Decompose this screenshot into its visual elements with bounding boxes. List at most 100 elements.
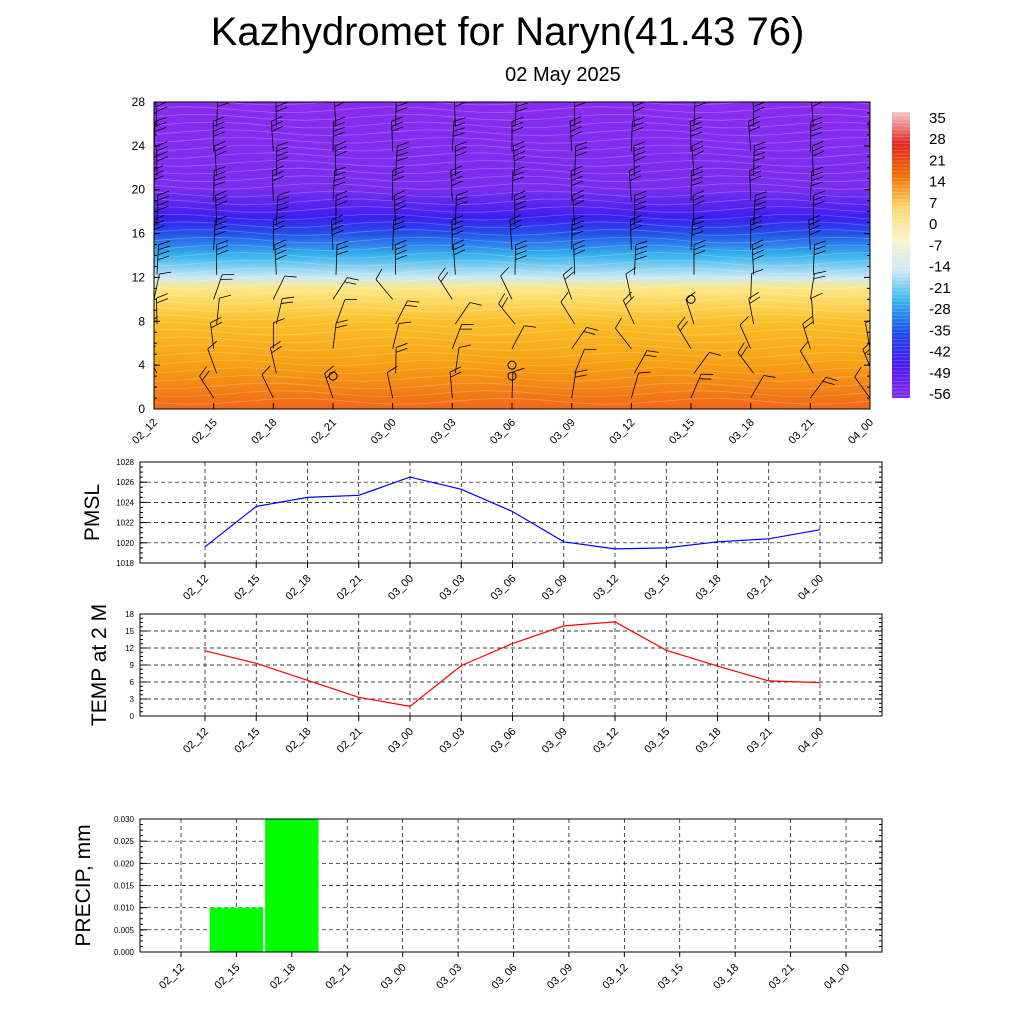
wind-barb [454, 191, 468, 226]
wind-barb [632, 102, 645, 127]
wind-barbs [154, 102, 883, 399]
wind-barb [156, 141, 169, 177]
wind-barb [454, 141, 467, 177]
wind-barb [275, 141, 289, 177]
x-tick-label: 03_12 [591, 573, 621, 603]
data-line [204, 621, 821, 708]
contour-line [154, 252, 870, 259]
colorbar-label: -28 [929, 301, 951, 318]
wind-barb [560, 292, 576, 325]
x-tick-label: 03_00 [386, 573, 416, 603]
cross-section-panel: 0 4 8 12 16 20 24 28 02_12 02_15 02_18 02_21 03_00 03… [130, 95, 883, 447]
wind-barb [154, 316, 158, 349]
contour-line [217, 102, 870, 106]
wind-barb [872, 240, 883, 274]
wind-barb [454, 344, 471, 374]
y-tick-label: 0 [138, 402, 145, 416]
y-tick-label: 20 [132, 183, 146, 197]
x-tick-label: 02_21 [335, 573, 365, 603]
wind-barb [573, 239, 586, 275]
x-tick-label: 03_03 [437, 573, 467, 603]
colorbar-label: -56 [929, 386, 951, 403]
wind-barb [156, 293, 168, 325]
y-axis-title: PMSL [81, 484, 104, 541]
x-tick-label: 02_15 [212, 962, 242, 992]
x-tick-label: 03_15 [642, 726, 672, 756]
temperature-field [154, 102, 870, 409]
wind-barb [498, 293, 516, 325]
chart-subtitle: 02 May 2025 [505, 64, 621, 86]
wind-barb [753, 141, 766, 177]
wind-barb [691, 140, 704, 177]
x-tick-label: 03_12 [591, 726, 621, 756]
wind-barb [748, 116, 761, 152]
wind-barb [753, 191, 767, 226]
x-tick-label: 02_12 [181, 573, 211, 603]
y-tick-label: 15 [125, 627, 134, 636]
wind-barb [808, 214, 821, 251]
wind-barb [395, 102, 408, 127]
x-tick-label: 03_06 [488, 417, 518, 447]
colorbar-fill [892, 112, 910, 398]
wind-barb [809, 270, 827, 300]
wind-barb [511, 367, 525, 399]
contour-line [154, 374, 870, 382]
x-tick-label: 02_15 [232, 573, 262, 603]
wind-barb [511, 325, 537, 349]
wind-barb [375, 268, 393, 300]
contour-line [154, 152, 870, 160]
wind-barb [210, 316, 222, 349]
contour-line [154, 397, 870, 405]
contour-line [154, 313, 870, 321]
wind-barb [391, 116, 404, 152]
wind-barb [392, 321, 411, 349]
y-tick-label: 9 [130, 661, 135, 670]
contour-lines [154, 102, 870, 405]
x-tick-label: 02_15 [190, 417, 220, 447]
wind-barb [335, 190, 348, 226]
wind-barb [272, 275, 297, 300]
x-tick-label: 03_21 [745, 726, 775, 756]
wind-barb [514, 190, 527, 226]
plot-area [140, 462, 882, 563]
wind-barb [272, 318, 285, 349]
colorbar-label: -42 [929, 344, 951, 361]
wind-barb [272, 215, 285, 251]
wind-barb [690, 373, 714, 399]
wind-barb [628, 165, 642, 201]
x-tick-label: 02_15 [232, 726, 262, 756]
x-tick-label: 04_00 [796, 726, 826, 756]
wind-barb [693, 102, 707, 127]
wind-barb [154, 271, 172, 300]
calm-wind-circle [507, 371, 517, 381]
wind-barb [570, 165, 583, 201]
wind-barb [633, 141, 646, 177]
x-tick-label: 03_15 [667, 417, 697, 447]
wind-barb [213, 216, 227, 251]
y-tick-label: 16 [132, 227, 146, 241]
y-tick-label: 0.010 [114, 904, 135, 913]
x-tick-label: 03_18 [727, 417, 757, 447]
colorbar-label: -7 [929, 237, 942, 254]
wind-barb [869, 170, 870, 201]
wind-barb [271, 165, 284, 201]
y-axis-title: TEMP at 2 M [88, 604, 111, 726]
colorbar-label: 0 [929, 216, 937, 233]
x-tick-label: 03_12 [607, 417, 637, 447]
wind-barb [630, 371, 651, 399]
x-tick-label: 03_06 [489, 726, 519, 756]
y-tick-label: 12 [125, 644, 134, 653]
wind-barb [513, 140, 526, 177]
contour-line [154, 175, 870, 183]
wind-barb [514, 102, 528, 127]
y-tick-label: 4 [138, 358, 145, 372]
wind-barb [333, 102, 346, 127]
x-tick-label: 03_03 [428, 417, 458, 447]
wind-barb [500, 266, 513, 300]
x-tick-label: 03_21 [767, 962, 797, 992]
wind-barb [275, 102, 288, 127]
wind-barb [811, 141, 824, 177]
wind-barb [212, 116, 225, 152]
wind-barb [393, 190, 407, 226]
wind-barb [199, 366, 215, 399]
